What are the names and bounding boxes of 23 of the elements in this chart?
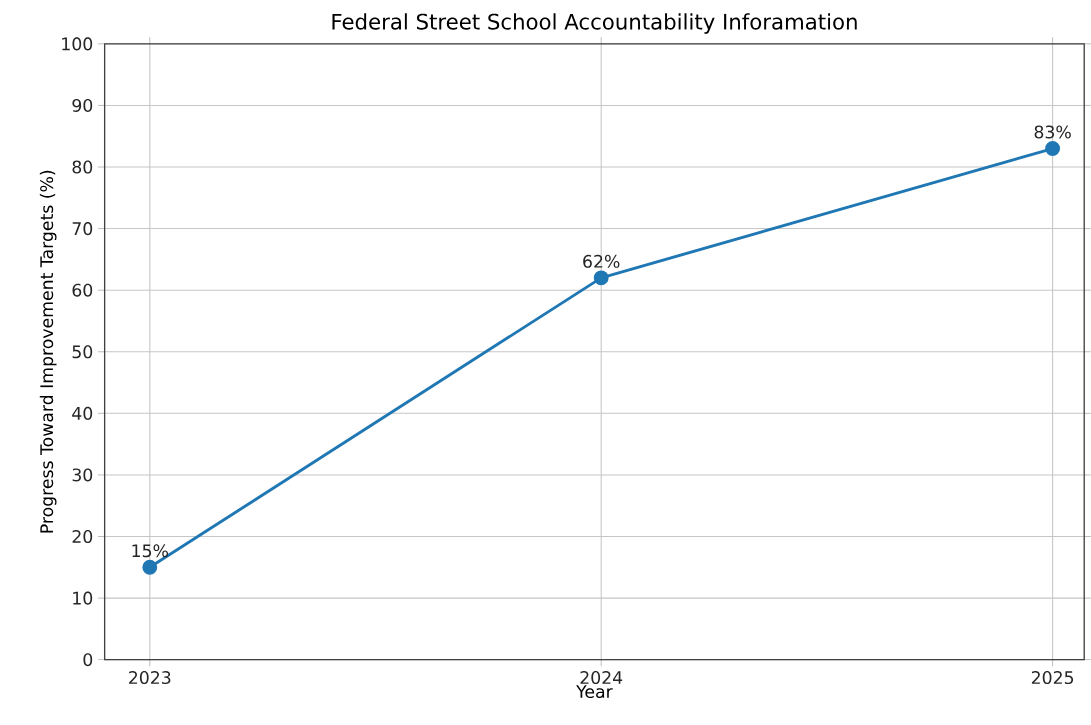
data-label: 83% bbox=[1034, 125, 1071, 139]
y-tick-label: 50 bbox=[72, 345, 93, 359]
point bbox=[1045, 140, 1061, 156]
y-axis-title: Progress Toward Improvement Targets (%) bbox=[39, 170, 57, 533]
y-tick-label: 10 bbox=[73, 591, 93, 605]
chart-title: Federal Street School Accountability Inforamation bbox=[332, 13, 857, 34]
y-tick-label: 30 bbox=[72, 468, 93, 482]
y-tick-label: 70 bbox=[72, 221, 93, 235]
y-tick-label: 20 bbox=[72, 529, 93, 543]
point bbox=[593, 270, 609, 286]
y-tick-label: 0 bbox=[83, 652, 93, 666]
data-label: 62% bbox=[583, 254, 620, 268]
x-tick-label: 2025 bbox=[1031, 670, 1074, 684]
point bbox=[142, 559, 158, 575]
x-axis-title: Year bbox=[576, 685, 613, 698]
y-tick-label: 40 bbox=[72, 406, 93, 420]
y-tick-label: 100 bbox=[62, 37, 93, 51]
y-tick-label: 80 bbox=[72, 160, 93, 174]
x-tick-label: 2023 bbox=[129, 670, 171, 684]
data-label: 15% bbox=[132, 544, 169, 558]
y-tick-label: 60 bbox=[72, 283, 93, 297]
x-tick-label: 2024 bbox=[580, 670, 623, 684]
y-tick-label: 90 bbox=[72, 98, 93, 112]
